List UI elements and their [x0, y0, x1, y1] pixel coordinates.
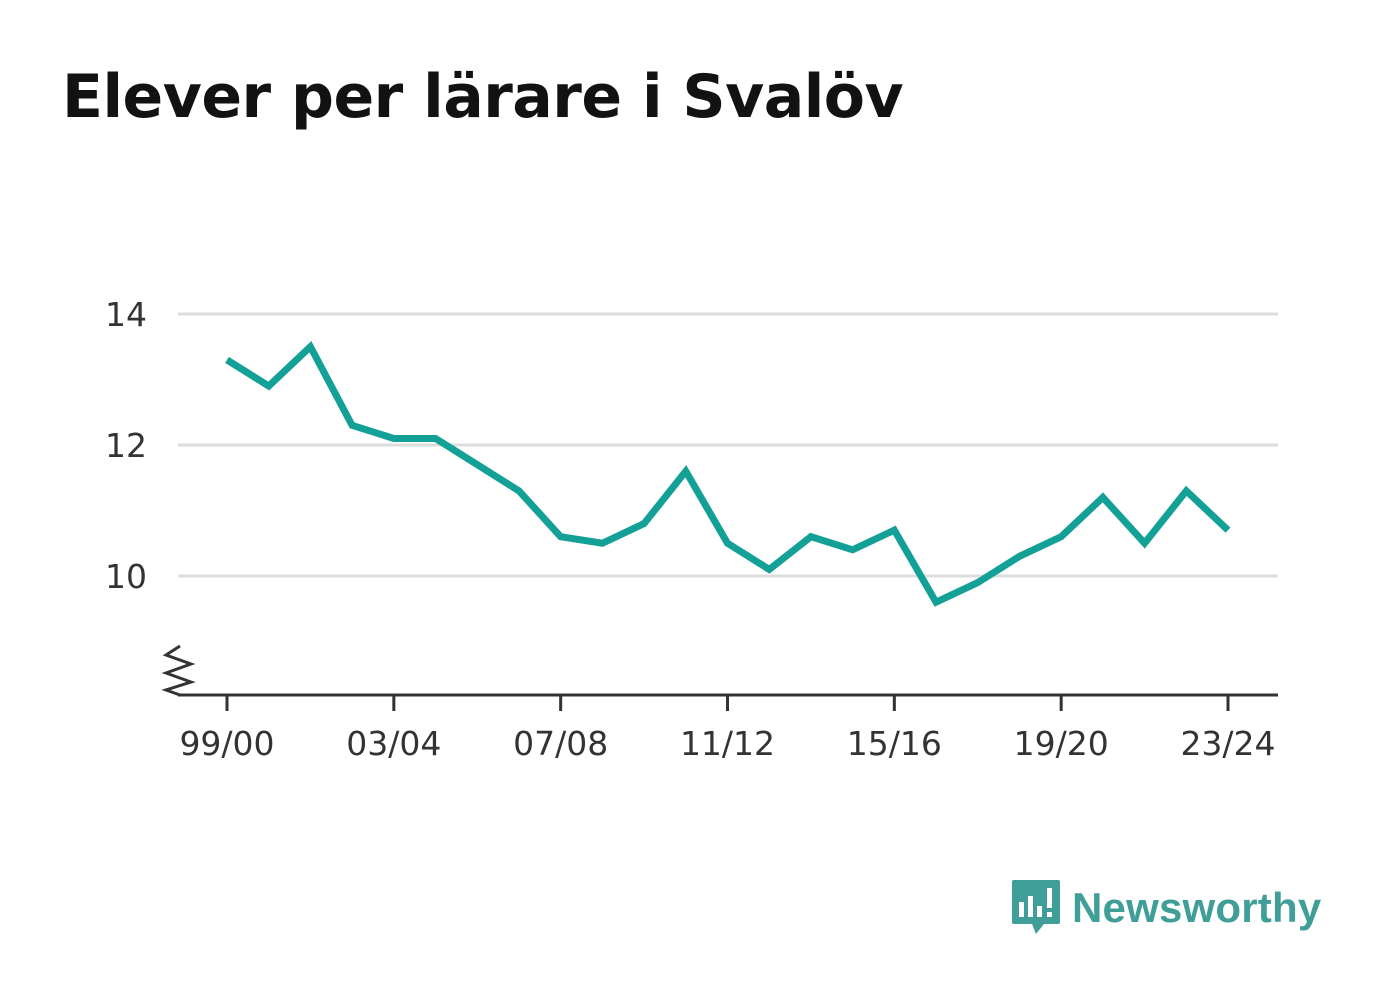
data-point — [685, 471, 686, 472]
data-point — [769, 569, 770, 570]
y-tick-label: 14 — [105, 295, 147, 334]
series-line — [225, 341, 1231, 607]
data-point — [852, 549, 853, 550]
newsworthy-logo-icon — [1012, 880, 1060, 934]
x-axis — [161, 644, 1278, 711]
data-point — [1228, 530, 1229, 531]
x-tick-label: 15/16 — [847, 724, 942, 763]
data-point — [518, 490, 519, 491]
x-tick-label: 03/04 — [346, 724, 441, 763]
data-point — [894, 530, 895, 531]
x-tick-label: 23/24 — [1180, 724, 1275, 763]
data-point — [977, 582, 978, 583]
data-point — [393, 438, 394, 439]
data-point — [352, 425, 353, 426]
data-point — [477, 464, 478, 465]
x-tick-label: 19/20 — [1014, 724, 1109, 763]
data-point — [560, 536, 561, 537]
series-layer — [225, 341, 1231, 607]
x-tick-label: 11/12 — [680, 724, 775, 763]
data-point — [1144, 543, 1145, 544]
data-point — [310, 346, 311, 347]
data-point — [435, 438, 436, 439]
x-tick-label: 99/00 — [179, 724, 274, 763]
data-point — [936, 602, 937, 603]
data-point — [602, 543, 603, 544]
data-point — [727, 543, 728, 544]
y-tick-label: 12 — [105, 426, 147, 465]
y-tick-labels: 10 12 14 — [105, 295, 147, 596]
page-title: Elever per lärare i Svalöv — [62, 62, 904, 132]
x-tick-label: 07/08 — [513, 724, 608, 763]
data-point — [1019, 556, 1020, 557]
data-point — [810, 536, 811, 537]
y-tick-label: 10 — [105, 557, 147, 596]
data-point — [644, 523, 645, 524]
brand-name: Newsworthy — [1072, 884, 1322, 931]
gridlines — [178, 312, 1278, 578]
data-point — [1061, 536, 1062, 537]
data-point — [1186, 490, 1187, 491]
y-axis-break-icon — [161, 644, 196, 697]
data-point — [227, 359, 228, 360]
brand-logo: Newsworthy — [1010, 878, 1321, 938]
data-point — [268, 386, 269, 387]
x-tick-labels: 99/00 03/04 07/08 11/12 15/16 19/20 23/24 — [179, 724, 1275, 763]
data-point — [1102, 497, 1103, 498]
